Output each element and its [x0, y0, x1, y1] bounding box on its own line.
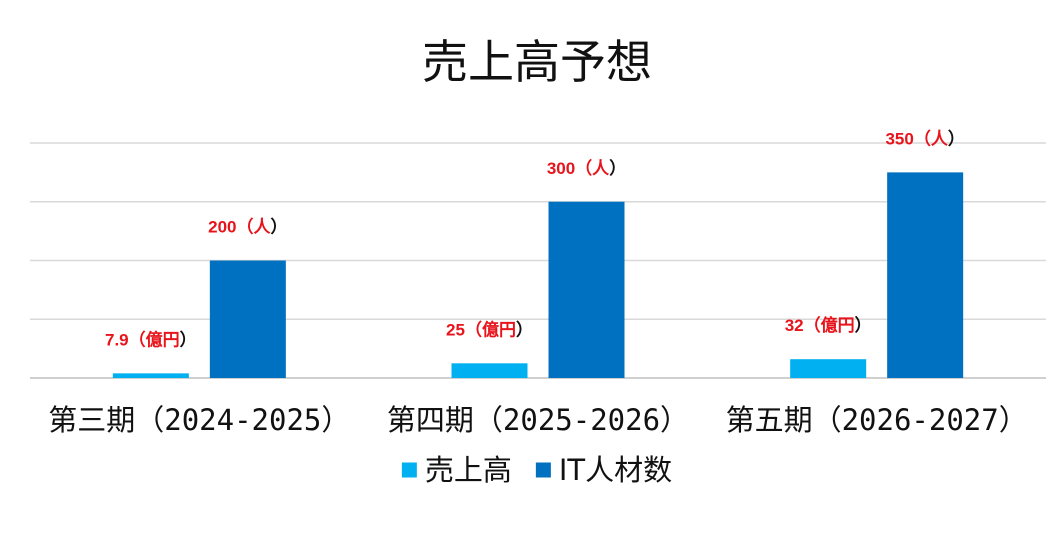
- data-label: 25（億円）: [446, 319, 533, 339]
- data-label: 32（億円）: [785, 315, 872, 335]
- category-label: 第五期（2026-2027）: [726, 403, 1028, 437]
- data-label: 350（人）: [885, 128, 964, 148]
- bar: [790, 359, 867, 378]
- bars: [112, 172, 964, 378]
- legend: 売上高 IT人材数: [401, 453, 672, 487]
- legend-swatch: [401, 462, 417, 478]
- data-label: 300（人）: [547, 158, 626, 178]
- legend-label: IT人材数: [559, 453, 672, 487]
- bar: [112, 373, 189, 378]
- data-label: 200（人）: [208, 217, 287, 237]
- chart-title: 売上高予想: [422, 35, 652, 89]
- category-labels: 第三期（2024-2025） 第四期（2025-2026） 第五期（2026-202…: [48, 403, 1027, 437]
- gridlines: [30, 142, 1046, 379]
- category-label: 第三期（2024-2025）: [48, 403, 350, 437]
- data-label: 7.9（億円）: [105, 329, 197, 349]
- bar: [209, 260, 286, 378]
- bar: [451, 363, 528, 378]
- legend-label: 売上高: [425, 453, 512, 487]
- data-labels: 7.9（億円） 200（人） 25（億円） 300（人） 32（億円） 350（人）: [105, 128, 965, 349]
- legend-swatch: [535, 462, 551, 478]
- category-label: 第四期（2025-2026）: [387, 403, 689, 437]
- bar: [887, 172, 964, 378]
- bar: [548, 201, 625, 378]
